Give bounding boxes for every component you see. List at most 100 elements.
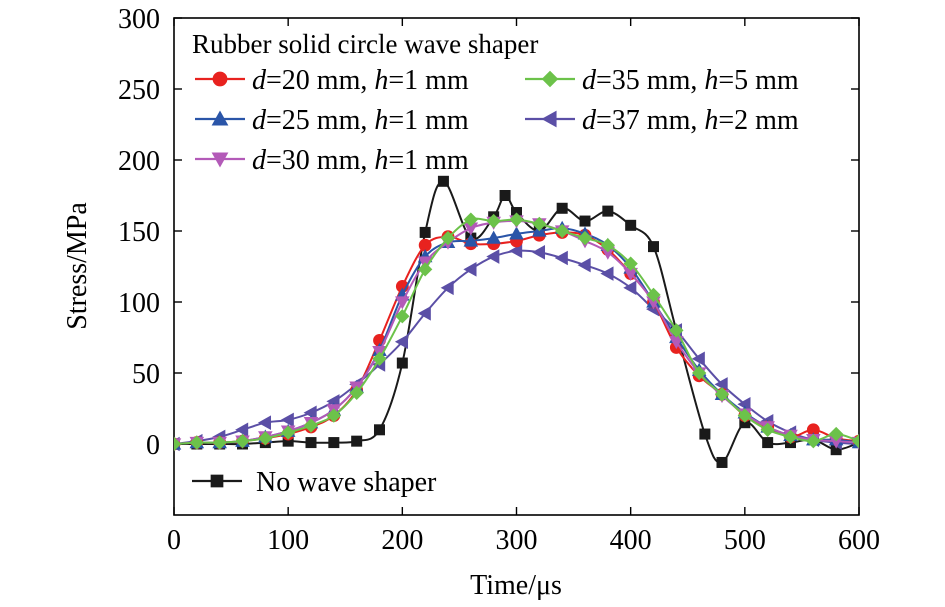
data-point-diamond <box>303 418 319 433</box>
data-point-diamond <box>623 256 638 271</box>
legend-label-no-wave-shaper: No wave shaper <box>256 467 437 498</box>
data-point-triangle-up <box>211 110 229 126</box>
x-tick-label: 300 <box>496 525 538 556</box>
data-point-square <box>716 456 728 468</box>
data-point-square <box>602 205 614 217</box>
data-point-diamond <box>737 408 752 423</box>
data-point-triangle-down <box>211 152 229 168</box>
y-tick-label: 300 <box>118 4 160 35</box>
data-point-diamond <box>714 387 730 402</box>
data-point-triangle-left <box>463 262 477 277</box>
data-point-triangle-left <box>440 280 454 296</box>
data-point-triangle-down <box>395 296 410 310</box>
legend-entry-d30: d=30 mm, h=1 mm <box>195 145 469 176</box>
legend-swatch <box>195 152 245 168</box>
axis-ticks <box>173 17 860 515</box>
y-tick-label: 150 <box>118 217 160 248</box>
data-point-square <box>305 437 317 449</box>
data-point-triangle-left <box>577 257 591 273</box>
data-point-diamond <box>395 309 410 324</box>
legend-swatch <box>192 474 242 488</box>
data-point-square <box>419 226 431 238</box>
x-axis-title: Time/μs <box>470 570 562 601</box>
x-tick-label: 500 <box>724 525 766 556</box>
data-point-diamond <box>829 426 844 442</box>
y-tick-label: 100 <box>118 288 160 319</box>
series-4 <box>174 243 859 452</box>
series-layer <box>174 175 859 468</box>
x-tick-label: 100 <box>267 525 309 556</box>
data-point-diamond <box>326 408 341 423</box>
data-point-triangle-left <box>235 422 249 438</box>
data-point-diamond <box>189 435 204 450</box>
data-point-square <box>437 175 449 187</box>
data-point-diamond <box>555 223 570 239</box>
legend-swatch <box>525 70 575 88</box>
data-point-square <box>499 189 511 201</box>
svg-text:d=30 mm, h=1 mm: d=30 mm, h=1 mm <box>252 145 469 176</box>
data-point-triangle-left <box>623 280 637 296</box>
data-point-circle <box>212 71 228 87</box>
y-tick-label: 0 <box>146 430 160 461</box>
data-point-diamond <box>509 212 524 227</box>
series-1 <box>174 220 859 450</box>
data-point-diamond <box>669 323 684 338</box>
data-point-triangle-left <box>531 245 546 260</box>
legend-entry-d37: d=37 mm, h=2 mm <box>525 105 799 136</box>
data-point-square <box>396 357 408 369</box>
data-point-triangle-left <box>541 110 557 128</box>
legend-title: Rubber solid circle wave shaper <box>192 29 538 59</box>
data-point-triangle-up <box>509 226 524 240</box>
data-point-triangle-up <box>463 233 479 247</box>
y-axis-title: Stress/MPa <box>62 202 93 330</box>
data-point-diamond <box>760 422 775 437</box>
data-point-triangle-left <box>509 243 523 259</box>
data-point-diamond <box>258 431 273 446</box>
data-point-diamond <box>692 365 707 381</box>
y-tick-label: 200 <box>118 146 160 177</box>
legend-h-value: 1 <box>404 145 418 176</box>
data-point-diamond <box>806 433 821 449</box>
data-point-diamond <box>486 213 501 229</box>
data-point-triangle-left <box>303 405 317 421</box>
data-point-square <box>556 202 568 214</box>
data-point-triangle-up <box>486 230 501 244</box>
data-point-diamond <box>532 216 547 232</box>
data-point-square <box>699 428 711 440</box>
data-point-diamond <box>577 230 593 246</box>
legend-d-value: 25 <box>282 105 310 136</box>
series-line <box>174 249 859 445</box>
data-point-diamond <box>281 425 296 440</box>
svg-text:d=20 mm, h=1 mm: d=20 mm, h=1 mm <box>252 65 469 96</box>
data-point-triangle-left <box>600 266 614 281</box>
data-point-diamond <box>440 230 456 246</box>
data-point-diamond <box>418 262 433 277</box>
legend-d-value: 35 <box>612 65 640 96</box>
data-point-diamond <box>463 212 478 227</box>
svg-text:d=25 mm, h=1 mm: d=25 mm, h=1 mm <box>252 105 469 136</box>
legend-d-value: 37 <box>612 105 640 136</box>
x-tick-label: 600 <box>838 525 880 556</box>
legend-swatch <box>525 110 575 128</box>
data-point-triangle-left <box>691 351 705 367</box>
data-point-diamond <box>174 436 182 452</box>
legend-d-value: 20 <box>282 65 310 96</box>
data-point-diamond <box>541 70 559 88</box>
legend-entry-d25: d=25 mm, h=1 mm <box>195 105 469 136</box>
data-point-diamond <box>349 385 364 401</box>
data-point-square <box>351 435 363 447</box>
data-point-square <box>373 424 385 436</box>
legend-h-value: 5 <box>734 65 748 96</box>
data-point-triangle-left <box>417 306 431 321</box>
y-tick-label: 250 <box>118 75 160 106</box>
x-tick-label: 0 <box>167 525 181 556</box>
data-point-diamond <box>851 433 859 449</box>
svg-text:d=37 mm, h=2 mm: d=37 mm, h=2 mm <box>582 105 799 136</box>
data-point-square <box>210 474 224 488</box>
legend-swatch <box>195 71 245 87</box>
legend: Rubber solid circle wave shaper d=20 mm,… <box>192 29 799 498</box>
y-tick-label: 50 <box>132 359 160 390</box>
data-point-square <box>579 215 591 227</box>
data-point-diamond <box>235 433 250 449</box>
